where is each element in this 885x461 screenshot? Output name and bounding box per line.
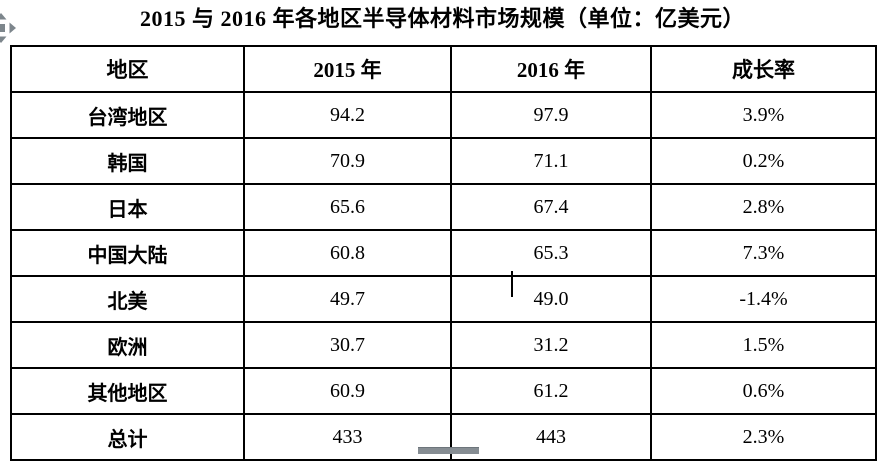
text-cursor bbox=[511, 271, 513, 297]
cell-growth[interactable]: 3.9% bbox=[650, 91, 877, 139]
cell-2016[interactable]: 65.3 bbox=[450, 229, 652, 277]
cell-2015[interactable]: 30.7 bbox=[243, 321, 452, 369]
cell-2016[interactable]: 67.4 bbox=[450, 183, 652, 231]
cell-region[interactable]: 北美 bbox=[10, 275, 245, 323]
cell-growth[interactable]: -1.4% bbox=[650, 275, 877, 323]
cell-region[interactable]: 日本 bbox=[10, 183, 245, 231]
cell-growth[interactable]: 2.8% bbox=[650, 183, 877, 231]
document-title: 2015 与 2016 年各地区半导体材料市场规模（单位：亿美元） bbox=[139, 6, 745, 31]
table-move-handle[interactable] bbox=[0, 13, 16, 43]
cell-region[interactable]: 欧洲 bbox=[10, 321, 245, 369]
cell-2016[interactable]: 71.1 bbox=[450, 137, 652, 185]
column-header-growth[interactable]: 成长率 bbox=[650, 45, 877, 93]
column-header-2015[interactable]: 2015 年 bbox=[243, 45, 452, 93]
cell-growth[interactable]: 7.3% bbox=[650, 229, 877, 277]
cell-growth[interactable]: 2.3% bbox=[650, 413, 877, 461]
cell-growth[interactable]: 0.2% bbox=[650, 137, 877, 185]
column-header-2016[interactable]: 2016 年 bbox=[450, 45, 652, 93]
cell-region[interactable]: 总计 bbox=[10, 413, 245, 461]
cell-2016[interactable]: 443 bbox=[450, 413, 652, 461]
cell-2016-with-caret[interactable]: 49.0 bbox=[450, 275, 652, 323]
cell-2015[interactable]: 60.9 bbox=[243, 367, 452, 415]
move-arrows-icon bbox=[0, 13, 16, 47]
cell-growth[interactable]: 0.6% bbox=[650, 367, 877, 415]
table-row: 台湾地区 94.2 97.9 3.9% bbox=[10, 91, 877, 139]
table-row: 日本 65.6 67.4 2.8% bbox=[10, 183, 877, 231]
cell-2016[interactable]: 61.2 bbox=[450, 367, 652, 415]
table-row: 韩国 70.9 71.1 0.2% bbox=[10, 137, 877, 185]
cell-region[interactable]: 其他地区 bbox=[10, 367, 245, 415]
header-row: 地区 2015 年 2016 年 成长率 bbox=[10, 45, 877, 93]
semiconductor-materials-table: 地区 2015 年 2016 年 成长率 台湾地区 94.2 97.9 3.9%… bbox=[10, 45, 877, 461]
cell-region[interactable]: 韩国 bbox=[10, 137, 245, 185]
table-resize-handle[interactable] bbox=[418, 447, 479, 454]
table-row: 北美 49.7 49.0 -1.4% bbox=[10, 275, 877, 323]
cell-2015[interactable]: 70.9 bbox=[243, 137, 452, 185]
table-row: 中国大陆 60.8 65.3 7.3% bbox=[10, 229, 877, 277]
cell-2016[interactable]: 31.2 bbox=[450, 321, 652, 369]
table-row: 其他地区 60.9 61.2 0.6% bbox=[10, 367, 877, 415]
cell-2015[interactable]: 94.2 bbox=[243, 91, 452, 139]
cell-2015[interactable]: 65.6 bbox=[243, 183, 452, 231]
cell-region[interactable]: 台湾地区 bbox=[10, 91, 245, 139]
cell-region[interactable]: 中国大陆 bbox=[10, 229, 245, 277]
column-header-region[interactable]: 地区 bbox=[10, 45, 245, 93]
cell-2016[interactable]: 97.9 bbox=[450, 91, 652, 139]
cell-growth[interactable]: 1.5% bbox=[650, 321, 877, 369]
cell-2015[interactable]: 49.7 bbox=[243, 275, 452, 323]
table-row: 欧洲 30.7 31.2 1.5% bbox=[10, 321, 877, 369]
cell-2015[interactable]: 60.8 bbox=[243, 229, 452, 277]
